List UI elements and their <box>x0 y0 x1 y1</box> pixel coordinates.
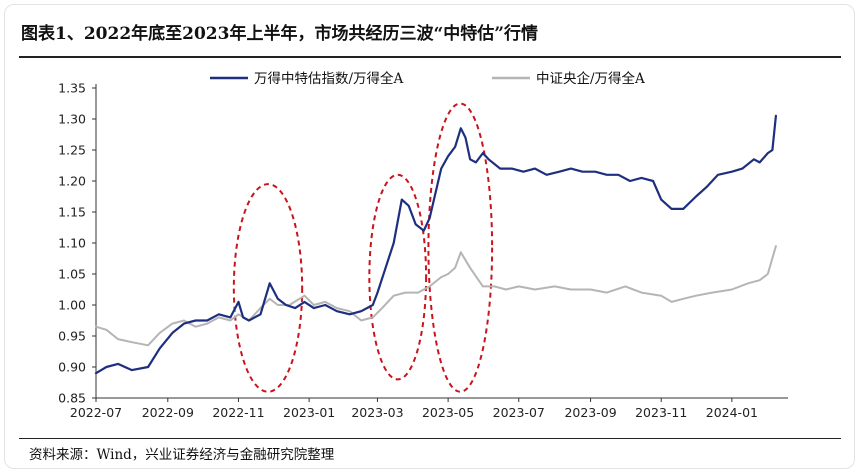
highlight-ellipses <box>232 102 494 393</box>
series-line-1 <box>94 114 778 375</box>
figure-title: 图表1、2022年底至2023年上半年，市场共经历三波“中特估”行情 <box>21 24 539 44</box>
y-tick-label: 1.05 <box>58 267 86 282</box>
legend-label-1: 万得中特估指数/万得全A <box>254 70 404 87</box>
y-tick-label: 0.85 <box>58 391 86 406</box>
chart-series-lines <box>94 114 778 375</box>
chart-axes: 0.85 0.90 0.95 1.00 1.05 1.10 1.15 1.20 1.25 1.30… <box>58 81 788 420</box>
y-tick-label: 0.95 <box>58 329 86 344</box>
x-tick-label: 2023-05 <box>422 405 474 420</box>
x-tick-label: 2022-07 <box>70 405 122 420</box>
x-tick-label: 2023-09 <box>564 405 616 420</box>
x-tick-label: 2024-01 <box>706 405 758 420</box>
source-rule <box>19 438 841 439</box>
figure-source: 资料来源：Wind，兴业证券经济与金融研究院整理 <box>29 447 335 463</box>
highlight-ellipse-3 <box>427 102 494 393</box>
y-tick-label: 1.30 <box>58 112 86 127</box>
y-tick-label: 1.00 <box>58 298 86 313</box>
y-tick-label: 1.35 <box>58 81 86 96</box>
x-tick-label: 2023-11 <box>635 405 687 420</box>
y-tick-label: 1.15 <box>58 205 86 220</box>
highlight-ellipse-1 <box>232 183 304 393</box>
legend-label-2: 中证央企/万得全A <box>536 70 645 87</box>
y-tick-label: 1.20 <box>58 174 86 189</box>
x-tick-label: 2023-07 <box>493 405 545 420</box>
series-line-2 <box>95 245 777 347</box>
y-tick-label: 1.25 <box>58 143 86 158</box>
x-tick-label: 2023-03 <box>351 405 403 420</box>
y-tick-label: 1.10 <box>58 236 86 251</box>
title-rule <box>19 56 841 58</box>
x-tick-label: 2022-09 <box>142 405 194 420</box>
x-tick-label: 2022-11 <box>212 405 264 420</box>
highlight-ellipse-2 <box>368 173 428 381</box>
y-tick-label: 0.90 <box>58 360 86 375</box>
x-tick-label: 2023-01 <box>283 405 335 420</box>
chart-legend: 万得中特估指数/万得全A 中证央企/万得全A <box>210 70 645 87</box>
